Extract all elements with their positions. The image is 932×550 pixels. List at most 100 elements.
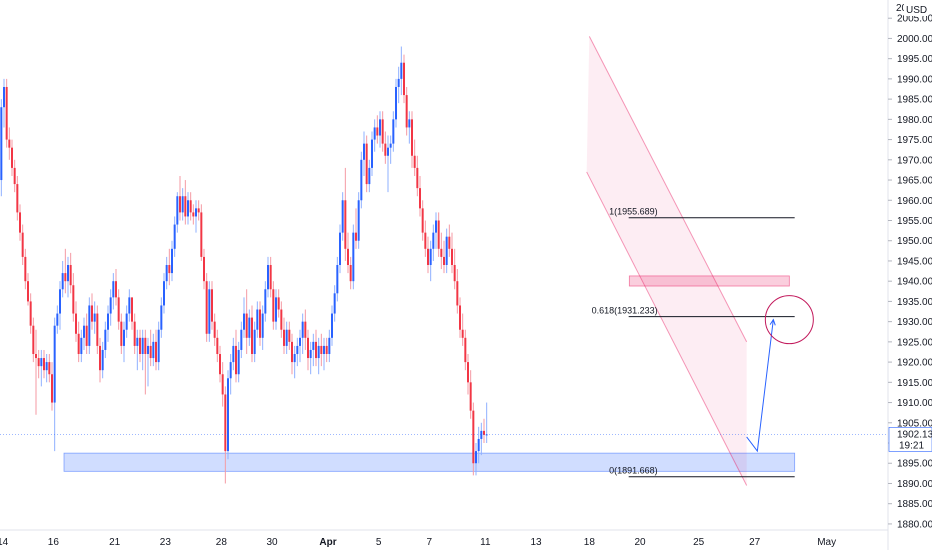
candle-body: [365, 143, 368, 185]
time-tick-label: Apr: [319, 537, 336, 548]
price-tick-label: 2005.000: [897, 14, 932, 25]
candle-body: [43, 358, 45, 371]
candle-body: [128, 297, 131, 314]
time-axis[interactable]: 14 16 21 23 28 30 Apr 5 7 11 13 18 20 25 27 May: [0, 537, 836, 548]
projection-layer: [746, 295, 814, 453]
candle-body: [456, 281, 459, 306]
price-tick-label: 1935.000: [897, 297, 932, 308]
candle-body: [443, 256, 445, 265]
candle-body: [56, 313, 59, 326]
price-tick-label: 1890.000: [897, 479, 932, 490]
candle-body: [176, 196, 179, 225]
candle-body: [11, 147, 13, 168]
candle-body: [93, 313, 96, 322]
candle-body: [216, 337, 219, 355]
price-tick-label: 1885.000: [897, 499, 932, 510]
price-tick-label: 1980.000: [897, 115, 932, 126]
candle-body: [267, 265, 269, 290]
candle-body: [59, 289, 61, 314]
currency-badge[interactable]: [904, 3, 928, 16]
demand-zone: [63, 452, 796, 472]
candle-body: [341, 200, 344, 233]
candle-body: [296, 345, 299, 355]
candle-body: [347, 248, 349, 265]
candle-body: [363, 143, 365, 160]
candle-body: [448, 236, 451, 249]
candle-body: [85, 325, 88, 346]
candle-body: [181, 196, 184, 213]
candle-body: [299, 337, 301, 346]
candle-body: [187, 200, 189, 217]
time-tick-label: 13: [530, 537, 542, 548]
candle-body: [189, 200, 192, 213]
candle-body: [171, 248, 173, 274]
time-tick-label: 11: [480, 537, 491, 548]
candle-body: [261, 313, 264, 338]
time-tick-label: 14: [0, 537, 9, 548]
candle-body: [301, 321, 304, 338]
candle-body: [245, 313, 248, 338]
candles-layer: [0, 46, 488, 484]
candle-body: [397, 78, 400, 87]
candle-body: [464, 337, 467, 363]
candle-body: [69, 265, 72, 286]
time-tick-label: 28: [216, 537, 228, 548]
candle-body: [67, 265, 69, 282]
fibonacci-levels: 1(1955.689) 0.618(1931.233) 0(1891.668): [592, 207, 795, 478]
candle-body: [112, 281, 115, 298]
candle-body: [339, 232, 341, 265]
candle-body: [197, 208, 200, 213]
candle-body: [395, 86, 397, 120]
candle-body: [203, 256, 205, 282]
candle-body: [280, 309, 283, 330]
candle-body: [227, 378, 229, 452]
candle-body: [83, 325, 85, 338]
candle-body: [323, 345, 325, 355]
candle-body: [115, 281, 117, 298]
candle-body: [400, 62, 403, 79]
candle-body: [440, 248, 443, 257]
candle-body: [459, 305, 461, 330]
price-tick-label: 1940.000: [897, 277, 932, 288]
price-tick-label: 1905.000: [897, 418, 932, 429]
time-tick-label: 18: [584, 537, 596, 548]
candle-body: [309, 349, 312, 359]
candle-body: [387, 147, 389, 156]
fib-level-label: 0(1891.668): [609, 466, 658, 476]
candle-body: [435, 220, 437, 233]
candle-body: [320, 345, 323, 355]
candle-body: [432, 232, 435, 249]
candle-body: [32, 325, 35, 355]
candle-body: [229, 362, 232, 379]
candle-body: [251, 317, 253, 355]
candle-body: [352, 232, 355, 282]
candle-body: [51, 374, 53, 403]
candle-body: [13, 167, 16, 185]
price-tick-label: 1985.000: [897, 95, 932, 106]
channel-fill: [586, 36, 747, 486]
candle-body: [413, 155, 416, 168]
candle-body: [64, 273, 67, 282]
candle-body: [368, 167, 371, 185]
price-tick-label: 1965.000: [897, 176, 932, 187]
candle-body: [333, 293, 336, 314]
candle-body: [253, 329, 256, 355]
price-tick-label: 1990.000: [897, 74, 932, 85]
candle-body: [184, 196, 187, 217]
candle-body: [469, 382, 472, 411]
resistance-zone: [628, 275, 790, 287]
current-price-tag: 1902.135 19:21: [888, 427, 932, 452]
candle-body: [336, 265, 339, 294]
candle-body: [264, 289, 267, 314]
candle-body: [411, 119, 413, 156]
candle-body: [96, 313, 99, 346]
candle-body: [293, 354, 296, 363]
candle-body: [136, 337, 139, 346]
candle-body: [453, 265, 456, 282]
candle-body: [232, 345, 235, 363]
candle-body: [211, 289, 213, 322]
price-axis[interactable]: 1880.0001885.0001890.0001895.0001900.000…: [888, 14, 932, 531]
candle-body: [344, 200, 347, 249]
candle-body: [315, 341, 317, 359]
candle-body: [472, 410, 475, 464]
